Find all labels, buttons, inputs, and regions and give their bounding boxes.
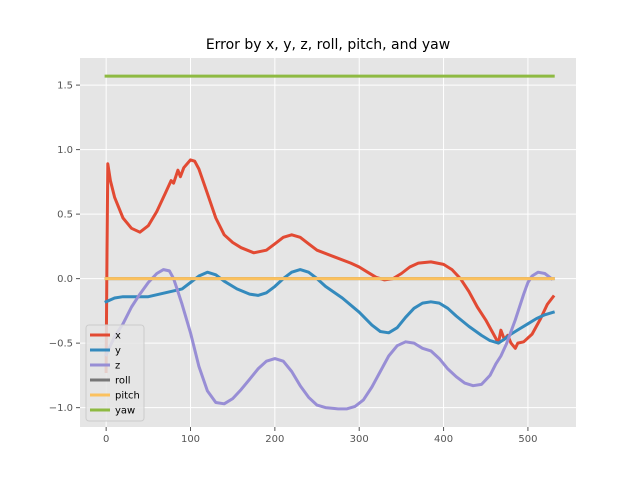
- legend-label-yaw: yaw: [115, 406, 135, 417]
- y-tick-label: 1.5: [57, 81, 73, 92]
- chart-title: Error by x, y, z, roll, pitch, and yaw: [206, 37, 450, 53]
- x-tick-label: 0: [103, 434, 109, 445]
- legend: xyz roll pitch yaw: [85, 324, 145, 422]
- ticks: 0 100 200 300 400 500 −1.0 −0.5 0.0 0.5 1.0 1.5: [49, 81, 538, 445]
- y-tick-label: 0.5: [57, 210, 73, 221]
- y-tick-label: −1.0: [49, 403, 73, 414]
- y-tick-label: 0.0: [57, 274, 73, 285]
- y-tick-label: −0.5: [49, 339, 73, 350]
- x-tick-label: 400: [434, 434, 453, 445]
- series-line-y: [104, 268, 556, 345]
- series-line-x: [104, 158, 556, 374]
- x-tick-label: 500: [518, 434, 537, 445]
- x-tick-label: 300: [350, 434, 369, 445]
- y-tick-label: 1.0: [57, 145, 73, 156]
- plot-background: [80, 58, 576, 427]
- legend-label-x: x: [115, 331, 121, 342]
- x-tick-label: 100: [181, 434, 200, 445]
- legend-label-y: y: [115, 346, 121, 357]
- x-tick-label: 200: [265, 434, 284, 445]
- legend-label-pitch: pitch: [115, 391, 140, 402]
- legend-label-z: z: [115, 361, 120, 372]
- legend-label-roll: roll: [115, 376, 131, 387]
- series-lines: [104, 74, 556, 411]
- series-line-z: [104, 268, 554, 411]
